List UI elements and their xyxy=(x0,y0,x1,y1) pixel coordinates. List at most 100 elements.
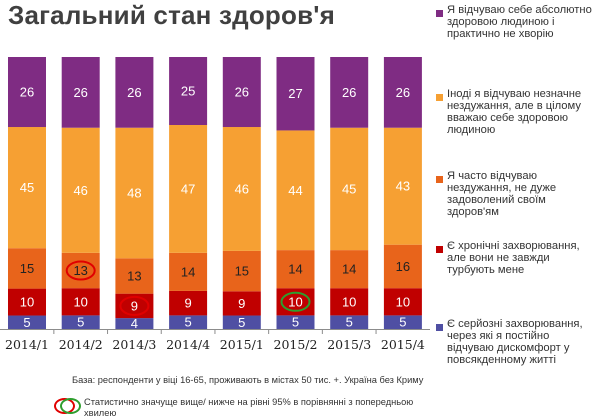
significance-marker-2014/2-higher xyxy=(65,260,96,281)
value-label-2014/1-s4: 26 xyxy=(20,85,34,100)
bar-segment-2015/3-s1 xyxy=(330,288,369,316)
bar-segment-2015/1-s4 xyxy=(222,57,261,128)
value-label-2015/1-s0: 5 xyxy=(238,315,245,330)
x-label-2014/2: 2014/2 xyxy=(59,337,103,352)
value-label-2015/2-s2: 14 xyxy=(288,262,302,277)
x-label-2015/3: 2015/3 xyxy=(327,337,371,352)
stacked-bar-chart: 5 10 15 45 26 5 10 13 46 26 4 9 13 48 26 5 9 14 47 25 5 9 15 46… xyxy=(0,57,430,352)
value-label-2014/1-s3: 45 xyxy=(20,180,34,195)
bar-segment-2014/2-s3 xyxy=(61,127,100,253)
value-label-2014/3-s0: 4 xyxy=(131,316,138,331)
value-label-2014/1-s0: 5 xyxy=(23,315,30,330)
x-label-2014/3: 2014/3 xyxy=(112,337,156,352)
value-label-2015/3-s3: 45 xyxy=(342,181,356,196)
value-label-2014/4-s4: 25 xyxy=(181,84,195,99)
bar-segment-2014/3-s0 xyxy=(115,318,154,329)
value-label-2014/2-s4: 26 xyxy=(73,85,87,100)
value-label-2015/1-s1: 9 xyxy=(238,296,245,311)
bar-segment-2015/3-s2 xyxy=(330,250,369,289)
bar-segment-2015/1-s2 xyxy=(222,250,261,292)
bar-segment-2014/1-s0 xyxy=(8,315,46,329)
legend-label: Є серйозні захворювання, через які я пос… xyxy=(447,318,583,366)
x-label-2014/4: 2014/4 xyxy=(166,337,210,352)
value-label-2015/4-s3: 43 xyxy=(396,179,410,194)
legend-label: Я часто відчуваю нездужання, не дуже зад… xyxy=(447,170,557,218)
value-label-2015/4-s4: 26 xyxy=(396,85,410,100)
bar-segment-2015/1-s0 xyxy=(222,315,261,329)
value-label-2014/3-s2: 13 xyxy=(127,268,141,283)
chart-title: Загальний стан здоров'я xyxy=(8,0,336,30)
value-label-2015/3-s0: 5 xyxy=(346,315,353,330)
value-label-2014/4-s2: 14 xyxy=(181,264,195,279)
bar-segment-2014/3-s2 xyxy=(115,258,154,294)
bar-segment-2015/3-s3 xyxy=(330,127,369,251)
value-label-2014/3-s3: 48 xyxy=(127,186,141,201)
legend-swatch xyxy=(436,94,443,101)
value-label-2015/2-s3: 44 xyxy=(288,183,302,198)
bar-segment-2015/4-s1 xyxy=(383,288,422,316)
significance-marker-2014/3-higher xyxy=(119,295,150,316)
value-label-2015/3-s1: 10 xyxy=(342,294,356,309)
significance-note: Статистично значуще вище/ нижче на рівні… xyxy=(84,397,414,418)
bar-segment-2014/1-s2 xyxy=(8,248,46,289)
bar-segment-2014/4-s1 xyxy=(169,290,208,316)
bars-group xyxy=(8,57,422,329)
significance-marker-2015/2-lower xyxy=(280,291,311,312)
value-label-2015/2-s4: 27 xyxy=(288,86,302,101)
bar-segment-2015/1-s1 xyxy=(222,291,261,316)
x-label-2015/4: 2015/4 xyxy=(381,337,425,352)
bar-segment-2014/4-s0 xyxy=(169,315,208,329)
value-label-2015/3-s2: 14 xyxy=(342,262,356,277)
legend-swatch xyxy=(436,176,443,183)
legend: Я відчуваю себе абсолютно здоровою людин… xyxy=(436,0,596,366)
value-label-2014/1-s2: 15 xyxy=(20,261,34,276)
bar-segment-2014/4-s3 xyxy=(169,125,208,253)
bar-segment-2015/1-s3 xyxy=(222,127,261,251)
value-label-2014/4-s1: 9 xyxy=(184,296,191,311)
value-label-2014/4-s3: 47 xyxy=(181,181,195,196)
value-label-2015/2-s1: 10 xyxy=(288,294,302,309)
value-label-2015/3-s4: 26 xyxy=(342,85,356,100)
bar-segment-2015/3-s0 xyxy=(330,315,369,329)
legend-label: Я відчуваю себе абсолютно здоровою людин… xyxy=(447,4,592,40)
notes-area: База: респонденти у віці 16-65, проживаю… xyxy=(0,370,600,420)
base-note: База: респонденти у віці 16-65, проживаю… xyxy=(72,375,424,385)
bar-segment-2014/2-s4 xyxy=(61,57,100,128)
bar-segment-2014/1-s3 xyxy=(8,127,46,249)
value-label-2014/3-s4: 26 xyxy=(127,85,141,100)
bar-segment-2015/4-s2 xyxy=(383,244,422,289)
x-label-2015/2: 2015/2 xyxy=(274,337,318,352)
bar-segment-2014/2-s0 xyxy=(61,315,100,329)
value-label-2015/4-s0: 5 xyxy=(399,315,406,330)
value-label-2015/1-s4: 26 xyxy=(235,85,249,100)
bar-segment-2014/4-s4 xyxy=(169,57,208,125)
significance-markers-group xyxy=(65,260,311,316)
value-labels-group: 5 10 15 45 26 5 10 13 46 26 4 9 13 48 26 5 9 14 47 25 5 9 15 46… xyxy=(20,84,410,332)
legend-label: Іноді я відчуваю незначне нездужання, ал… xyxy=(447,88,582,136)
bar-segment-2015/3-s4 xyxy=(330,57,369,128)
bar-segment-2015/4-s4 xyxy=(383,57,422,128)
x-label-2014/1: 2014/1 xyxy=(5,337,49,352)
sig-lower-circle xyxy=(60,398,81,414)
value-label-2015/1-s2: 15 xyxy=(235,264,249,279)
value-label-2014/3-s1: 9 xyxy=(131,298,138,313)
legend-swatch xyxy=(436,324,443,331)
bar-segment-2015/2-s4 xyxy=(276,57,315,131)
value-label-2015/4-s1: 10 xyxy=(396,294,410,309)
x-ticks-group xyxy=(53,329,377,334)
bar-segment-2015/4-s0 xyxy=(383,315,422,329)
value-label-2014/2-s3: 46 xyxy=(73,183,87,198)
bar-segment-2015/4-s3 xyxy=(383,127,422,245)
bar-segment-2014/1-s1 xyxy=(8,288,46,316)
bar-segment-2015/2-s0 xyxy=(276,315,315,329)
legend-swatch xyxy=(436,10,443,17)
value-label-2014/2-s1: 10 xyxy=(73,294,87,309)
value-label-2014/2-s2: 13 xyxy=(73,263,87,278)
value-label-2015/2-s0: 5 xyxy=(292,315,299,330)
bar-segment-2014/3-s3 xyxy=(115,127,154,259)
bar-segment-2015/2-s2 xyxy=(276,250,315,289)
bar-segment-2014/3-s4 xyxy=(115,57,154,128)
legend-swatch xyxy=(436,246,443,253)
value-label-2014/1-s1: 10 xyxy=(20,295,34,310)
bar-segment-2014/4-s2 xyxy=(169,252,208,291)
